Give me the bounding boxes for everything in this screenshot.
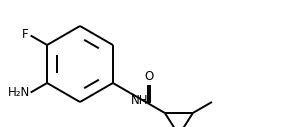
Text: F: F: [22, 28, 29, 41]
Text: O: O: [144, 70, 153, 83]
Text: NH: NH: [131, 94, 149, 107]
Text: H₂N: H₂N: [7, 86, 30, 99]
